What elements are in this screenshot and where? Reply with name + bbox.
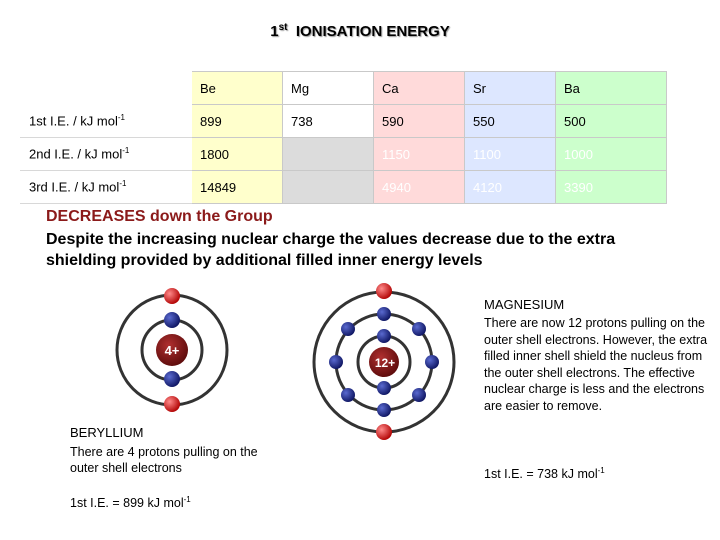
electron-icon xyxy=(377,381,391,395)
electron-icon xyxy=(412,322,426,336)
table-header-row: Be Mg Ca Sr Ba xyxy=(20,71,667,105)
magnesium-atom: 12+ xyxy=(312,283,456,440)
be-nucleus xyxy=(156,334,188,366)
table-cell: 4940 xyxy=(373,170,465,204)
electron-icon xyxy=(164,288,180,304)
trend-explanation: Despite the increasing nuclear charge th… xyxy=(46,231,616,269)
beryllium-description: There are 4 protons pulling on the outer… xyxy=(70,445,258,475)
beryllium-ie: 1st I.E. = 899 kJ mol-1 xyxy=(70,495,191,511)
table-row: 2nd I.E. / kJ mol-1 1800 1150 1100 1000 xyxy=(20,137,667,171)
electron-icon xyxy=(329,355,343,369)
table-row: 3rd I.E. / kJ mol-1 14849 4940 4120 3390 xyxy=(20,170,667,204)
electron-icon xyxy=(412,388,426,402)
page-title: 1st IONISATION ENERGY xyxy=(270,22,450,40)
column-header-mg: Mg xyxy=(282,71,374,105)
column-header-sr: Sr xyxy=(464,71,556,105)
electron-icon xyxy=(341,388,355,402)
table-cell: 899 xyxy=(191,104,283,138)
table-cell: 4120 xyxy=(464,170,556,204)
electron-icon xyxy=(377,403,391,417)
be-nucleus-label: 4+ xyxy=(165,343,180,358)
table-cell xyxy=(282,137,374,171)
table-cell: 3390 xyxy=(555,170,667,204)
electron-icon xyxy=(164,396,180,412)
electron-icon xyxy=(376,283,392,299)
table-cell: 1800 xyxy=(191,137,283,171)
table-cell: 500 xyxy=(555,104,667,138)
electron-icon xyxy=(341,322,355,336)
table-cell: 1100 xyxy=(464,137,556,171)
table-cell: 1000 xyxy=(555,137,667,171)
row-label: 3rd I.E. / kJ mol-1 xyxy=(20,170,192,204)
magnesium-name: MAGNESIUM xyxy=(484,297,565,312)
magnesium-ie: 1st I.E. = 738 kJ mol-1 xyxy=(484,466,605,482)
row-label: 2nd I.E. / kJ mol-1 xyxy=(20,137,192,171)
mg-nucleus xyxy=(369,347,399,377)
electron-icon xyxy=(425,355,439,369)
electron-icon xyxy=(377,329,391,343)
electron-icon xyxy=(164,312,180,328)
row-label: 1st I.E. / kJ mol-1 xyxy=(20,104,192,138)
electron-icon xyxy=(376,424,392,440)
mg-nucleus-label: 12+ xyxy=(375,356,395,370)
ionisation-energy-table: Be Mg Ca Sr Ba 1st I.E. / kJ mol-1 899 7… xyxy=(20,71,667,204)
table-corner-cell xyxy=(20,71,192,105)
beryllium-name: BERYLLIUM xyxy=(70,425,144,440)
magnesium-description: There are now 12 protons pulling on the … xyxy=(484,316,708,413)
column-header-ca: Ca xyxy=(373,71,465,105)
trend-heading: DECREASES down the Group xyxy=(46,208,273,225)
table-cell xyxy=(282,170,374,204)
electron-icon xyxy=(164,371,180,387)
table-cell: 590 xyxy=(373,104,465,138)
beryllium-atom: 4+ xyxy=(115,288,229,412)
electron-icon xyxy=(377,307,391,321)
table-cell: 14849 xyxy=(191,170,283,204)
